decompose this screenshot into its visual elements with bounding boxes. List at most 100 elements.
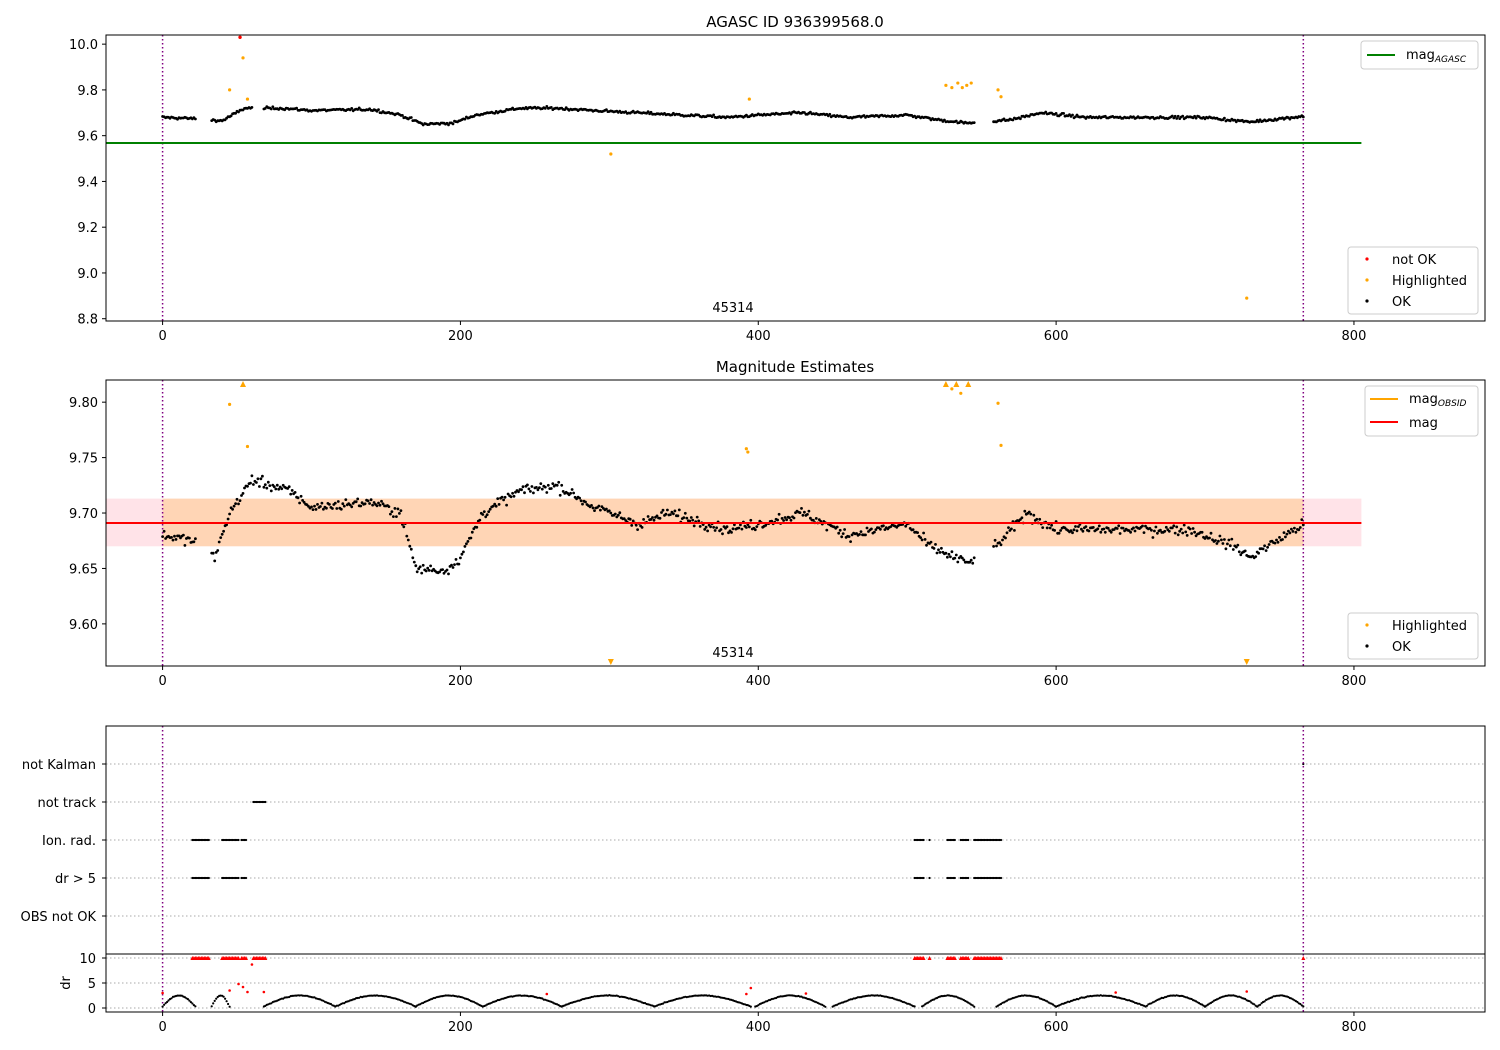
ok-point	[333, 501, 337, 505]
ok-point	[969, 558, 973, 562]
ok-point	[310, 505, 313, 509]
ok-point	[269, 489, 273, 493]
ok-point	[649, 518, 653, 521]
magnitude-estimates-panel: Magnitude Estimates 0 200 400 600 800 9.809.…	[69, 358, 1486, 689]
ok-point	[194, 117, 197, 121]
ok-point	[302, 500, 306, 504]
dr-point	[1259, 1003, 1262, 1006]
ok-point	[447, 123, 450, 127]
ok-point	[1224, 547, 1228, 551]
ok-point	[442, 571, 446, 575]
ok-point	[579, 499, 583, 503]
ok-point	[593, 509, 596, 512]
y-tick-label: 9.6	[77, 130, 98, 145]
ok-point	[807, 509, 811, 513]
ok-point	[453, 563, 456, 566]
dr-point	[188, 999, 191, 1002]
ok-point	[1182, 523, 1186, 527]
ok-point	[174, 538, 178, 541]
ok-point	[1208, 536, 1211, 540]
p1-legend-status-box	[1347, 246, 1479, 315]
ok-point	[1117, 524, 1121, 528]
ok-point	[399, 509, 403, 512]
ok-point	[993, 538, 997, 542]
ok-point	[697, 519, 701, 523]
ok-point	[366, 499, 370, 503]
ok-point	[438, 570, 441, 574]
ok-point	[241, 492, 245, 495]
ok-point	[1005, 531, 1009, 535]
ok-point	[563, 108, 567, 111]
ok-point	[214, 551, 218, 554]
ok-point	[378, 503, 382, 507]
ok-point	[922, 531, 925, 535]
ok-point	[640, 526, 644, 529]
p1-legend-highlighted-swatch	[1365, 278, 1369, 282]
ok-point	[182, 533, 185, 537]
ok-point	[396, 507, 400, 511]
ok-point	[1170, 526, 1174, 530]
dr-point	[228, 1005, 231, 1008]
dr-point	[1253, 1003, 1256, 1006]
ok-point	[232, 504, 236, 508]
ok-point	[801, 513, 805, 517]
ok-point	[1010, 527, 1013, 531]
ok-point	[636, 528, 639, 531]
p2-legend-highlighted-label: Highlighted	[1392, 619, 1467, 634]
ok-point	[466, 540, 470, 543]
ok-point	[1228, 544, 1232, 548]
ok-point	[389, 512, 392, 516]
highlighted-offscale-low-marker	[607, 659, 614, 665]
ok-point	[521, 485, 525, 489]
ok-point	[800, 507, 803, 510]
ok-point	[1023, 509, 1027, 513]
ok-point	[919, 536, 922, 539]
ok-point	[862, 114, 866, 117]
p1-legend-highlighted-label: Highlighted	[1392, 274, 1467, 289]
highlighted-point	[245, 444, 250, 449]
ok-point	[1301, 523, 1305, 527]
ok-point	[1057, 531, 1061, 535]
p2-marks	[106, 380, 1362, 666]
ok-point	[1267, 543, 1271, 546]
flag-point	[237, 838, 240, 842]
flag-point	[928, 838, 931, 842]
ok-point	[1184, 530, 1188, 534]
ok-point	[1293, 526, 1296, 530]
ok-point	[543, 485, 547, 489]
ok-point	[263, 483, 267, 486]
ok-point	[1239, 553, 1243, 557]
ok-point	[590, 504, 593, 507]
ok-point	[363, 502, 367, 506]
ok-point	[393, 507, 397, 510]
ok-point	[235, 497, 239, 501]
ok-point	[1185, 534, 1189, 537]
highlighted-offscale-low-marker	[1243, 659, 1250, 665]
ok-point	[1275, 538, 1278, 542]
ok-point	[1077, 525, 1080, 528]
y-tick-label: 9.80	[69, 396, 98, 411]
ok-point	[298, 501, 301, 505]
ok-point	[972, 556, 976, 560]
ok-point	[311, 508, 315, 511]
ok-point	[316, 503, 319, 506]
ok-point	[350, 505, 354, 509]
ok-point	[828, 112, 832, 116]
ok-point	[1035, 517, 1039, 521]
dr-point	[215, 997, 218, 1000]
flag-label: OBS not OK	[21, 910, 97, 925]
ok-point	[243, 486, 246, 490]
ok-point	[339, 507, 343, 511]
ok-point	[676, 514, 680, 518]
ok-point	[1141, 524, 1144, 528]
dr-point	[186, 998, 189, 1001]
ok-point	[255, 481, 258, 484]
ok-point	[1300, 518, 1304, 521]
ok-point	[268, 484, 272, 487]
ok-point	[527, 487, 531, 491]
ok-point	[545, 105, 549, 108]
ok-point	[1115, 527, 1119, 530]
ok-point	[1284, 535, 1287, 539]
ok-point	[314, 508, 318, 511]
ok-point	[293, 491, 297, 494]
